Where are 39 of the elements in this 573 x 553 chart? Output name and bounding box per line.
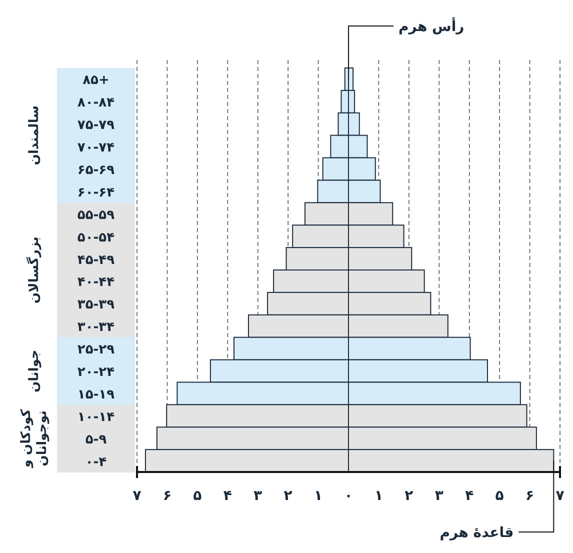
y-tick-label: ۲۵-۲۹ bbox=[77, 342, 115, 358]
x-tick-label: ۴ bbox=[465, 488, 474, 504]
x-tick-label: ۲ bbox=[284, 488, 293, 504]
annotation: رأس هرم bbox=[398, 17, 464, 35]
y-tick-label: ۰-۴ bbox=[85, 454, 107, 470]
y-tick-label: ۴۰-۴۴ bbox=[77, 275, 115, 290]
text: بزرگسالان bbox=[26, 236, 42, 304]
y-tick-label: ۱۰-۱۴ bbox=[77, 410, 115, 425]
y-tick-label: ۷۵-۷۹ bbox=[77, 118, 115, 134]
annotation: قاعدهٔ هرم bbox=[440, 525, 514, 541]
text: سالمندان bbox=[27, 106, 42, 166]
x-tick-label: ۳ bbox=[434, 488, 444, 504]
x-tick-label: ۰ bbox=[344, 488, 353, 504]
y-tick-label: ۱۵-۱۹ bbox=[77, 387, 115, 402]
x-tick-label: ۳ bbox=[254, 488, 263, 504]
x-tick-label: ۵ bbox=[495, 488, 504, 504]
x-tick-label: ۴ bbox=[223, 488, 232, 504]
x-tick-label: ۷ bbox=[556, 488, 565, 504]
y-tick-label: ۳۰-۳۴ bbox=[77, 320, 115, 336]
y-tick-label: ۶۵-۶۹ bbox=[77, 163, 115, 178]
y-tick-label: ۵۵-۵۹ bbox=[77, 208, 115, 223]
y-tick-label: ۴۵-۴۹ bbox=[77, 252, 115, 268]
y-tick-label: ۵-۹ bbox=[85, 432, 107, 448]
x-tick-label: ۵ bbox=[193, 488, 202, 504]
x-tick-label: ۱ bbox=[314, 488, 323, 504]
text: جوانان bbox=[27, 350, 42, 392]
y-tick-label: ۲۰-۲۴ bbox=[77, 365, 115, 380]
x-tick-label: ۶ bbox=[526, 488, 534, 504]
x-tick-label: ۲ bbox=[404, 488, 414, 504]
text: کودکان و نوجوانان bbox=[19, 408, 50, 469]
y-tick-label: ۵۰-۵۴ bbox=[77, 230, 115, 246]
y-tick-label: ۷۰-۷۴ bbox=[77, 140, 115, 156]
x-tick-label: ۷ bbox=[132, 488, 142, 504]
x-tick-label: ۱ bbox=[374, 488, 383, 504]
x-tick-label: ۶ bbox=[162, 488, 172, 504]
y-tick-label: ۶۰-۶۴ bbox=[77, 185, 115, 200]
y-tick-label: ۸۰-۸۴ bbox=[77, 96, 115, 111]
y-tick-label: ۸۵+ bbox=[82, 73, 110, 88]
y-tick-label: ۳۵-۳۹ bbox=[77, 298, 115, 313]
